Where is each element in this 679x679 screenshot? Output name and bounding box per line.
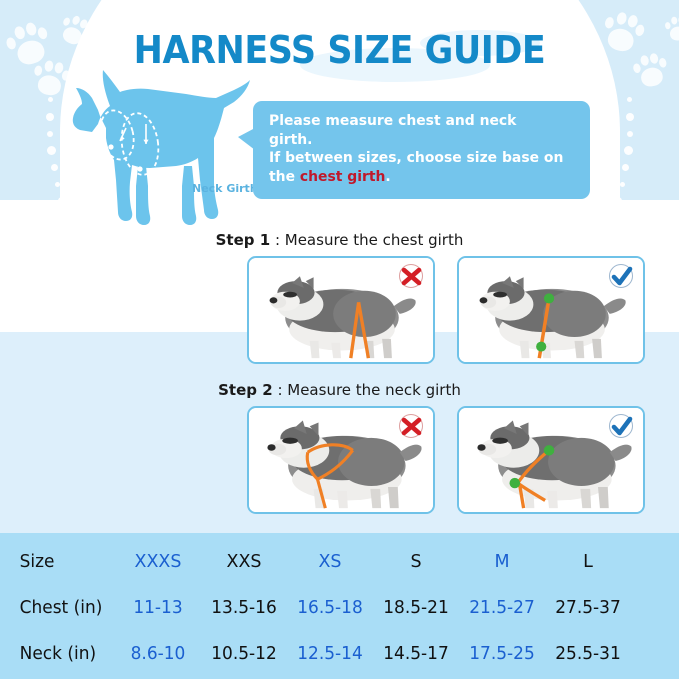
instruction-line-2: If between sizes, choose size base on — [269, 150, 564, 167]
badge-ring — [609, 264, 633, 288]
neck-girth-label: Neck Girth — [192, 182, 258, 195]
instruction-line-1: Please measure chest and neck girth. — [269, 113, 517, 148]
step-2-separator: : — [272, 381, 288, 399]
table-row-header: Neck (in) — [19, 644, 97, 664]
incorrect-badge — [397, 262, 427, 292]
table-cell: 21.5-27 — [469, 598, 535, 618]
table-row-header: Chest (in) — [19, 598, 103, 618]
instruction-bubble: Please measure chest and neck girth. If … — [253, 101, 590, 199]
instruction-highlight: chest girth — [299, 169, 386, 186]
badge-ring — [399, 414, 423, 438]
size-table: Size XXXS XXS XS S M L Chest (in) 11-13 13.5-16 1… — [0, 533, 679, 679]
step-1-text: Measure the chest girth — [284, 231, 464, 249]
step-2-correct-panel[interactable] — [457, 406, 645, 514]
dog-photo-neck-wrong — [249, 408, 433, 512]
marker-dot — [543, 445, 555, 456]
table-cell: 14.5-17 — [383, 644, 449, 664]
marker-dot — [543, 293, 555, 304]
badge-ring — [609, 414, 633, 438]
table-cell: 17.5-25 — [469, 644, 535, 664]
step-1-correct-panel[interactable] — [457, 256, 645, 364]
chest-girth-label: Chest Girth — [197, 217, 268, 230]
marker-dot — [509, 477, 521, 489]
table-cell: 8.6-10 — [130, 644, 186, 664]
neck-girth-ellipse — [99, 109, 135, 161]
table-row: Size XXXS XXS XS S M L — [0, 539, 679, 585]
table-column-header-xxs: XXS — [226, 551, 262, 572]
paw-print-icon — [663, 14, 679, 44]
check-mark-icon — [611, 416, 633, 436]
table-row: Chest (in) 11-13 13.5-16 16.5-18 18.5-21 21.5… — [0, 585, 679, 631]
step-2-wrong-panel[interactable] — [247, 406, 435, 514]
page-title: HARNESS SIZE GUIDE — [133, 28, 546, 72]
table-cell: 12.5-14 — [297, 644, 363, 664]
dog-photo-chest-correct — [459, 258, 643, 362]
cloud-shape — [420, 30, 540, 56]
measuring-tape-correct — [509, 445, 555, 509]
step-1-separator: : — [270, 231, 285, 249]
step-2-number: Step 2 — [218, 381, 273, 399]
dog-silhouette-diagram: Neck Girth Chest Girth — [58, 62, 267, 237]
table-column-header-l: L — [583, 551, 593, 572]
check-mark-icon — [611, 266, 633, 286]
table-cell: 25.5-31 — [555, 644, 621, 664]
correct-badge — [607, 262, 637, 292]
dog-silhouette-icon — [72, 70, 250, 225]
instruction-line-3-post: . — [385, 169, 391, 186]
dog-photo-chest-wrong — [249, 258, 433, 362]
step-1-label: Step 1 : Measure the chest girth — [0, 231, 679, 249]
incorrect-badge — [397, 412, 427, 442]
table-column-header-xs: XS — [318, 551, 342, 572]
instruction-line-3: the chest girth. — [269, 168, 564, 187]
correct-badge — [607, 412, 637, 442]
bubble-tail — [238, 128, 255, 150]
marker-dot — [536, 341, 547, 352]
table-column-header-xxxs: XXXS — [134, 551, 182, 572]
x-mark-icon — [401, 267, 422, 286]
step-2-label: Step 2 : Measure the neck girth — [0, 381, 679, 399]
table-cell: 10.5-12 — [211, 644, 277, 664]
x-mark-icon — [401, 417, 422, 436]
badge-ring — [399, 264, 423, 288]
measuring-tape-correct — [536, 293, 555, 359]
chest-girth-ellipse — [120, 112, 160, 176]
table-cell: 27.5-37 — [555, 598, 621, 618]
header-white-base — [0, 200, 679, 236]
step-1-number: Step 1 — [215, 231, 271, 249]
table-column-header-m: M — [494, 551, 510, 572]
table-row-header: Size — [19, 552, 55, 572]
table-column-header-s: S — [410, 551, 422, 572]
step-1-wrong-panel[interactable] — [247, 256, 435, 364]
instruction-text: Please measure chest and neck girth. If … — [269, 112, 564, 187]
table-row: Neck (in) 8.6-10 10.5-12 12.5-14 14.5-17 17.5… — [0, 631, 679, 677]
step-2-text: Measure the neck girth — [287, 381, 461, 399]
instruction-line-3-pre: the — [269, 169, 300, 186]
table-cell: 13.5-16 — [211, 598, 277, 618]
table-cell: 11-13 — [133, 598, 183, 618]
measuring-tape-wrong — [349, 302, 371, 359]
table-cell: 18.5-21 — [383, 598, 449, 618]
table-cell: 16.5-18 — [297, 598, 363, 618]
measuring-tape-wrong — [305, 443, 354, 509]
